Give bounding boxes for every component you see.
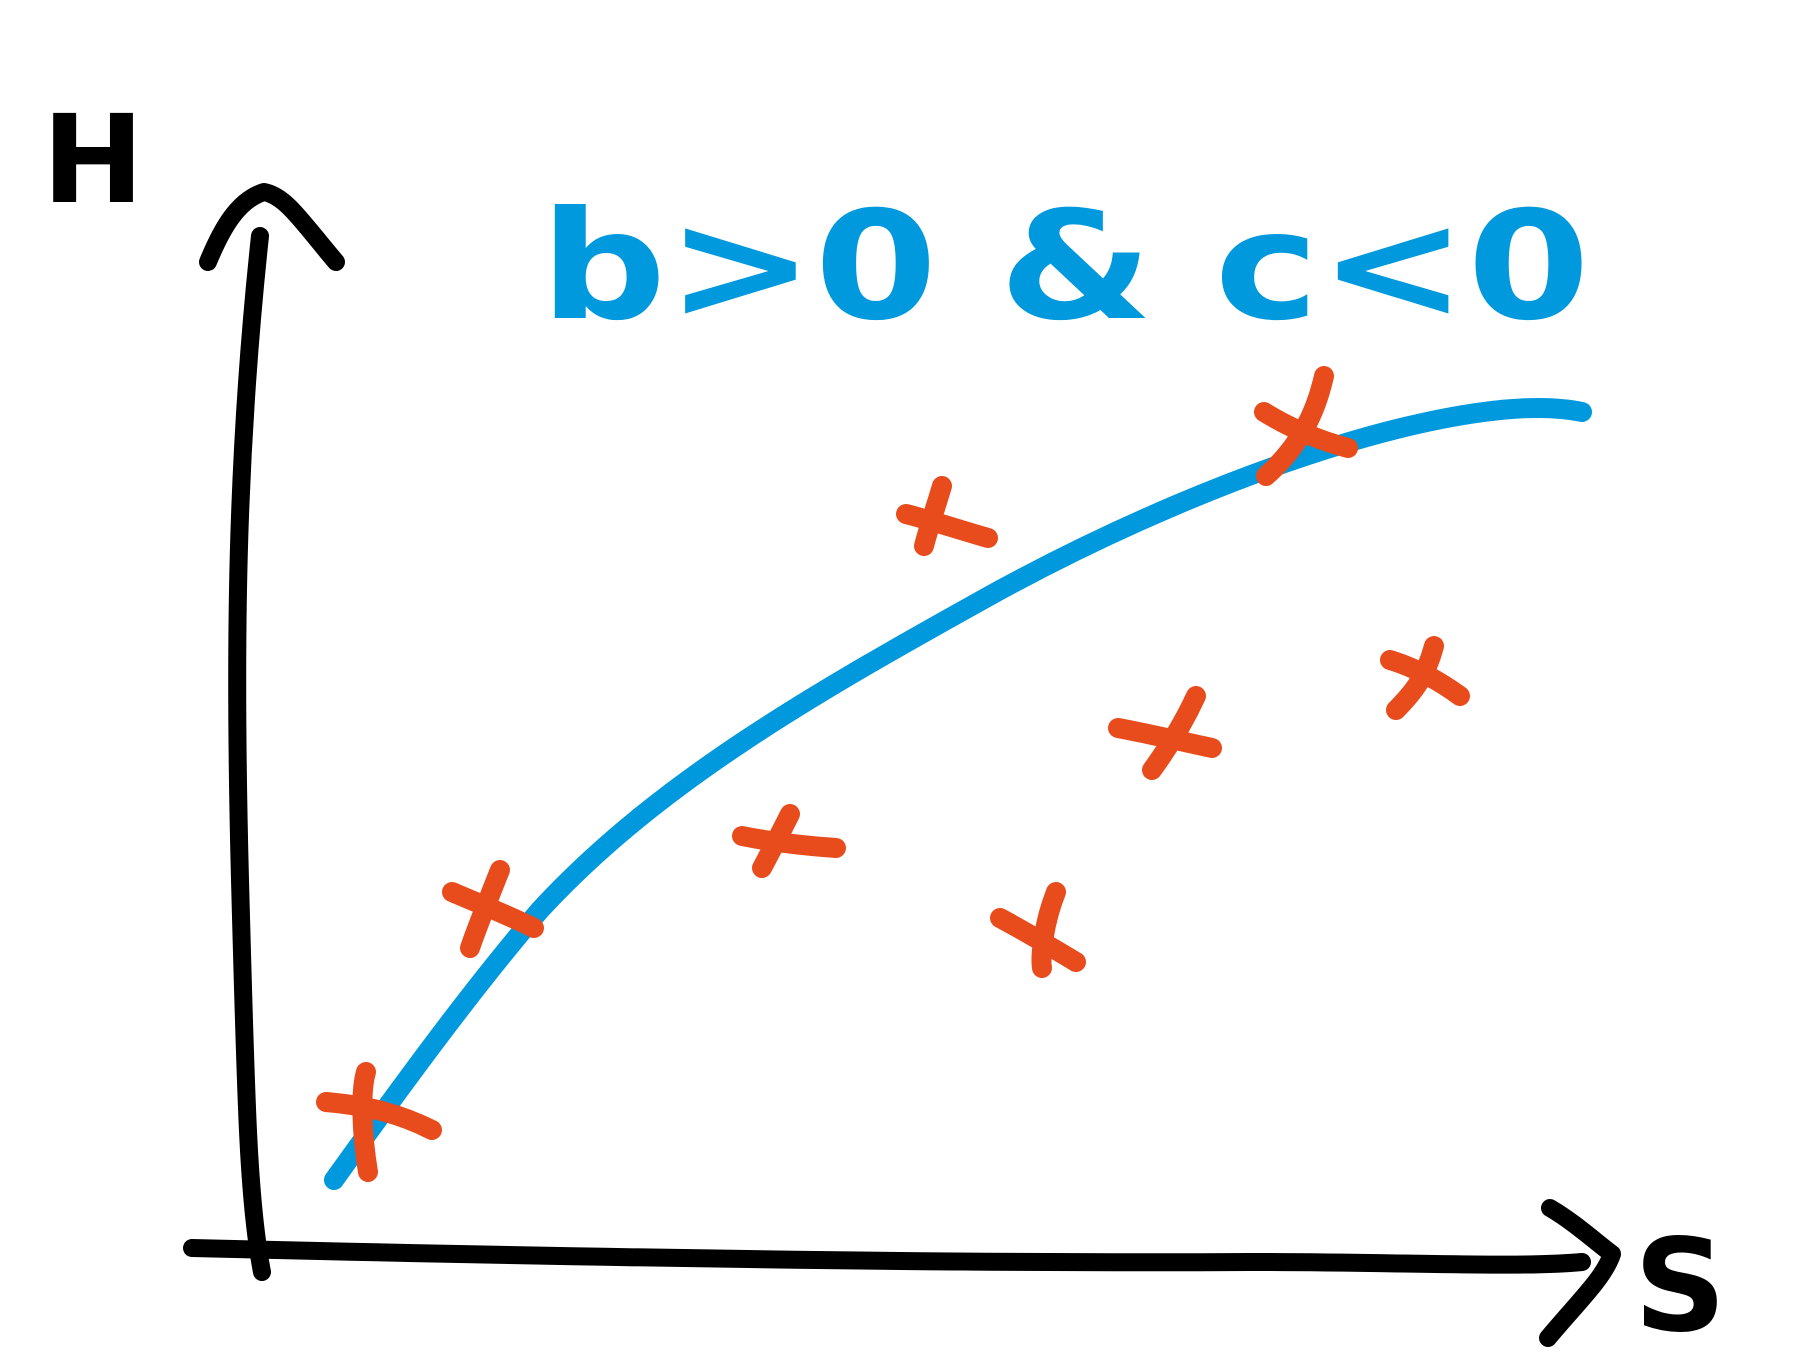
data-point-5 [990,882,1086,978]
data-point-2 [442,860,544,958]
x-axis [183,1199,1621,1347]
y-axis-line [228,227,271,1281]
y-axis-arrowhead [199,183,345,271]
data-point-7 [1254,366,1358,486]
x-axis-arrowhead [1539,1199,1621,1347]
x-axis-label: S [1634,1212,1726,1361]
y-axis [199,183,345,1281]
fitted-curve [324,398,1592,1190]
data-point-1 [316,1062,442,1182]
y-axis-label: H [42,89,144,231]
data-point-4 [896,476,998,556]
condition-annotation: b>0 & c<0 [540,180,1590,354]
x-axis-line [183,1239,1591,1274]
data-point-3 [732,804,846,878]
data-point-8 [1380,636,1470,720]
data-points [316,366,1470,1182]
data-point-6 [1108,686,1222,780]
